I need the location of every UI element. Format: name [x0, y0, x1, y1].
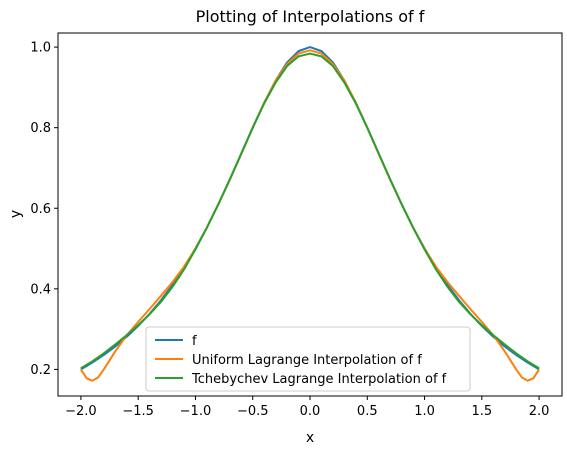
x-axis-label: x [306, 430, 314, 446]
y-tick-label: 0.4 [30, 282, 51, 297]
legend-label-f: f [192, 334, 197, 349]
x-tick-label: 1.5 [471, 404, 492, 419]
x-tick-label: −1.5 [122, 404, 154, 419]
legend: f Uniform Lagrange Interpolation of f Tc… [145, 326, 471, 392]
legend-entry-uniform: Uniform Lagrange Interpolation of f [155, 353, 422, 368]
x-tick-label: 1.0 [414, 404, 435, 419]
y-tick-label: 0.2 [30, 363, 51, 378]
legend-label-uniform: Uniform Lagrange Interpolation of f [192, 353, 422, 368]
x-tick-label: −2.0 [65, 404, 97, 419]
legend-entry-f: f [155, 334, 197, 349]
x-tick-label: 0.0 [300, 404, 321, 419]
x-tick-label: −1.0 [180, 404, 212, 419]
y-tick-label: 1.0 [30, 41, 51, 56]
legend-box [145, 326, 471, 392]
x-tick-label: 0.5 [357, 404, 378, 419]
plot-lines [80, 46, 540, 382]
y-axis-ticks: 0.2 0.4 0.6 0.8 1.0 [30, 41, 58, 378]
x-axis-ticks: −2.0 −1.5 −1.0 −0.5 0.0 0.5 1.0 1.5 2.0 [65, 396, 549, 419]
legend-entry-tchebychev: Tchebychev Lagrange Interpolation of f [155, 372, 447, 387]
series-line-1 [80, 49, 540, 382]
x-tick-label: −0.5 [237, 404, 269, 419]
x-tick-label: 2.0 [529, 404, 550, 419]
series-line-2 [80, 52, 540, 370]
y-tick-label: 0.6 [30, 202, 51, 217]
y-tick-label: 0.8 [30, 121, 51, 136]
y-axis-label: y [8, 210, 24, 218]
legend-label-tchebychev: Tchebychev Lagrange Interpolation of f [191, 372, 447, 387]
chart-title: Plotting of Interpolations of f [196, 7, 425, 26]
